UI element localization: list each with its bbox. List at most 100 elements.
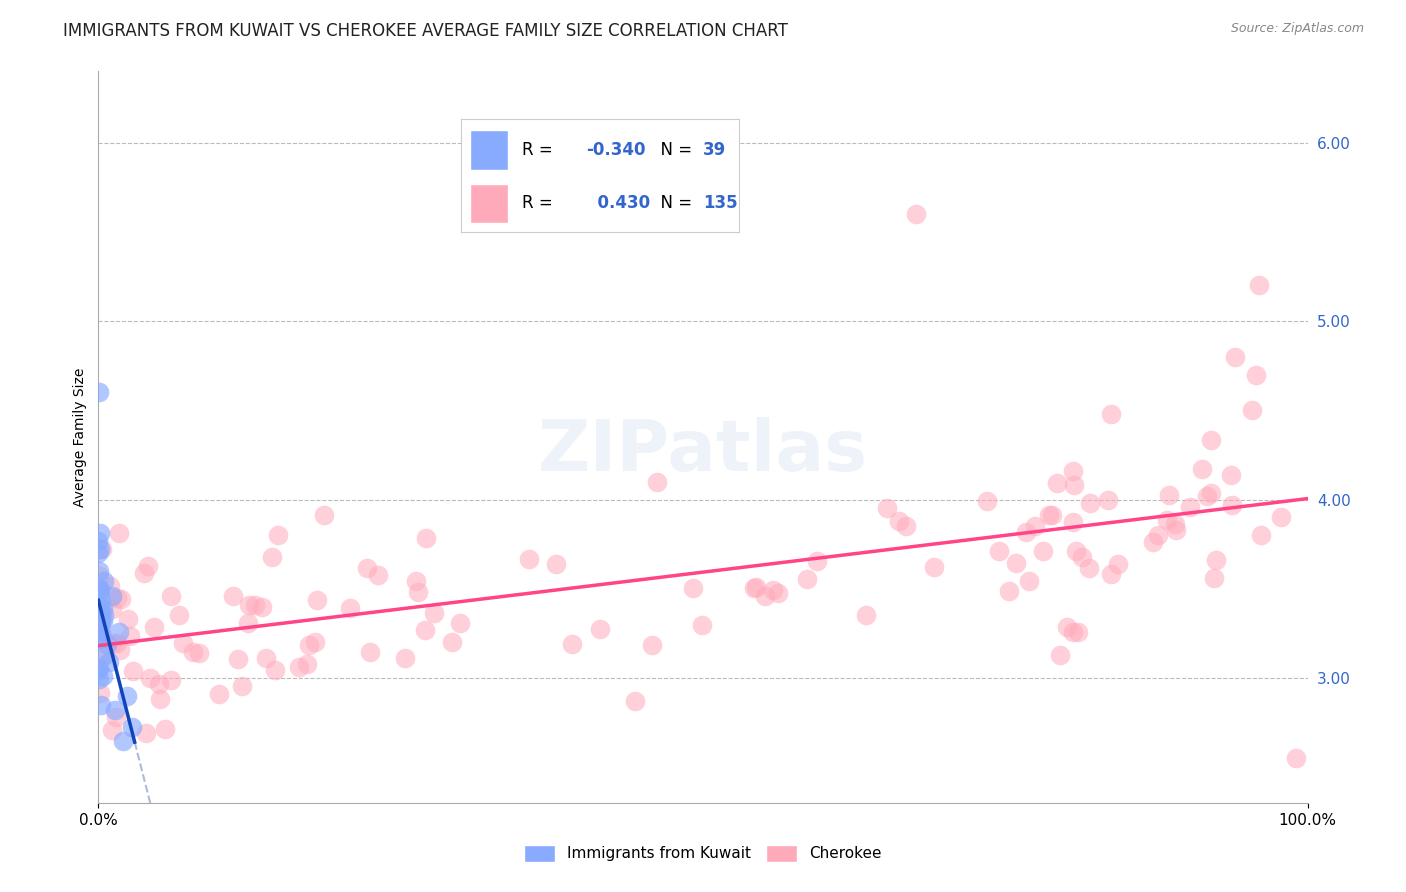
Point — [647, 475, 669, 489]
Point — [108, 526, 131, 541]
Point — [105, 591, 128, 605]
Point — [1040, 508, 1063, 522]
Point — [305, 592, 328, 607]
Point — [1147, 528, 1170, 542]
Point — [87, 673, 110, 687]
Point — [449, 615, 471, 630]
Point — [89, 651, 111, 665]
Point — [91, 614, 114, 628]
Point — [1004, 556, 1026, 570]
Point — [93, 574, 115, 589]
Point — [89, 622, 111, 636]
Point — [742, 581, 765, 595]
Point — [1156, 513, 1178, 527]
Point — [90, 615, 112, 630]
Point — [887, 514, 910, 528]
Point — [169, 607, 191, 622]
Point — [118, 629, 141, 643]
Point — [91, 669, 114, 683]
Point — [90, 591, 112, 606]
Point — [682, 581, 704, 595]
Point — [754, 589, 776, 603]
Point — [87, 619, 110, 633]
Point — [87, 612, 110, 626]
Point — [91, 542, 114, 557]
Point — [1241, 403, 1264, 417]
Point — [1142, 535, 1164, 549]
Point — [87, 533, 110, 548]
Point — [160, 673, 183, 688]
Point — [998, 584, 1021, 599]
Point — [222, 589, 245, 603]
Point — [208, 687, 231, 701]
Point — [1063, 478, 1085, 492]
Point — [1062, 464, 1084, 478]
Point — [136, 558, 159, 573]
Point — [111, 734, 134, 748]
Point — [359, 645, 381, 659]
Point — [589, 622, 612, 636]
Text: IMMIGRANTS FROM KUWAIT VS CHEROKEE AVERAGE FAMILY SIZE CORRELATION CHART: IMMIGRANTS FROM KUWAIT VS CHEROKEE AVERA… — [63, 22, 789, 40]
Point — [87, 660, 110, 674]
Point — [1078, 496, 1101, 510]
Point — [690, 618, 713, 632]
Point — [1099, 567, 1122, 582]
Point — [1201, 486, 1223, 500]
Point — [1018, 574, 1040, 588]
Point — [288, 660, 311, 674]
Point — [89, 526, 111, 541]
Point — [441, 634, 464, 648]
Point — [1223, 350, 1246, 364]
Point — [149, 692, 172, 706]
Point — [976, 493, 998, 508]
Point — [231, 679, 253, 693]
Point — [855, 607, 877, 622]
Point — [1250, 528, 1272, 542]
Point — [101, 723, 124, 738]
Point — [922, 559, 945, 574]
Point — [90, 614, 112, 628]
Point — [262, 550, 284, 565]
Point — [806, 554, 828, 568]
Point — [121, 664, 143, 678]
Point — [312, 508, 335, 522]
Text: ZIPatlas: ZIPatlas — [538, 417, 868, 486]
Point — [90, 627, 112, 641]
Point — [1064, 543, 1087, 558]
Point — [254, 651, 277, 665]
Point — [93, 608, 115, 623]
Point — [89, 686, 111, 700]
Point — [87, 616, 110, 631]
Legend: Immigrants from Kuwait, Cherokee: Immigrants from Kuwait, Cherokee — [519, 838, 887, 868]
Y-axis label: Average Family Size: Average Family Size — [73, 368, 87, 507]
Point — [132, 566, 155, 581]
Point — [87, 565, 110, 579]
Point — [87, 614, 110, 628]
Point — [87, 582, 110, 597]
Point — [139, 671, 162, 685]
Point — [1285, 751, 1308, 765]
Point — [1244, 368, 1267, 382]
Point — [101, 635, 124, 649]
Point — [117, 612, 139, 626]
Point — [1062, 624, 1084, 639]
Point — [623, 694, 645, 708]
Point — [1024, 519, 1046, 533]
Point — [904, 207, 927, 221]
Point — [544, 558, 567, 572]
Point — [90, 631, 112, 645]
Point — [94, 648, 117, 663]
Point — [267, 528, 290, 542]
Point — [356, 561, 378, 575]
Point — [148, 677, 170, 691]
Point — [89, 585, 111, 599]
Point — [423, 607, 446, 621]
Point — [98, 579, 121, 593]
Point — [243, 598, 266, 612]
Point — [87, 385, 110, 400]
Point — [264, 664, 287, 678]
Point — [1191, 462, 1213, 476]
Point — [87, 663, 110, 677]
Point — [89, 600, 111, 615]
Point — [100, 589, 122, 603]
